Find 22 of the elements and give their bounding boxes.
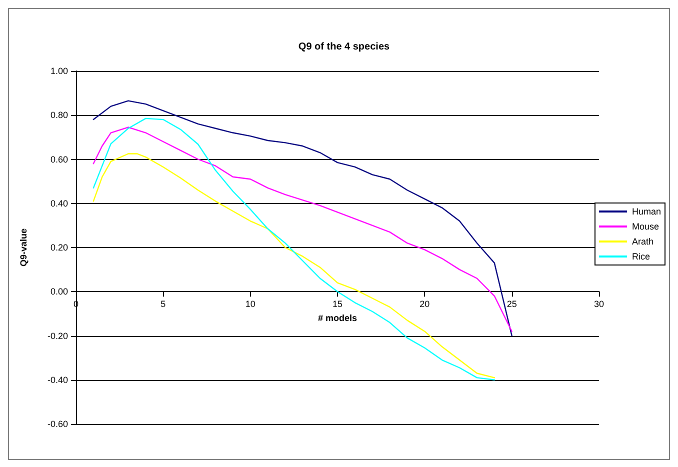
y-tick-label: 0.40 bbox=[50, 198, 68, 208]
y-tick-label: -0.20 bbox=[47, 330, 68, 341]
chart-title: Q9 of the 4 species bbox=[298, 42, 390, 52]
x-tick-label: 25 bbox=[506, 299, 517, 310]
y-tick-label: -0.40 bbox=[47, 374, 68, 385]
x-tick-label: 15 bbox=[332, 299, 343, 310]
y-tick-label: 0.00 bbox=[50, 286, 68, 297]
x-tick-label: 5 bbox=[160, 299, 166, 310]
legend-label: Human bbox=[632, 206, 662, 216]
x-tick-label: 30 bbox=[594, 299, 604, 310]
x-tick-label: 20 bbox=[420, 299, 430, 310]
y-axis-title: Q9-value bbox=[18, 228, 28, 267]
y-tick-label: -0.60 bbox=[47, 419, 68, 429]
legend-label: Rice bbox=[632, 252, 650, 262]
legend-label: Mouse bbox=[632, 222, 660, 232]
legend-label: Arath bbox=[632, 236, 654, 246]
x-tick-label: 10 bbox=[245, 299, 256, 310]
y-tick-label: 1.00 bbox=[50, 66, 68, 76]
y-tick-label: 0.20 bbox=[50, 242, 68, 252]
y-tick-label: 0.60 bbox=[50, 154, 68, 164]
x-axis-title: # models bbox=[318, 313, 358, 324]
y-tick-label: 0.80 bbox=[50, 110, 68, 120]
